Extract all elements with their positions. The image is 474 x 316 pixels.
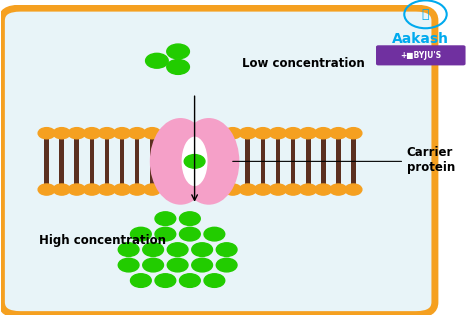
Bar [261,137,265,185]
Circle shape [180,227,200,241]
Circle shape [144,128,161,139]
Circle shape [255,128,272,139]
Circle shape [192,258,212,272]
Circle shape [38,128,55,139]
Bar [105,137,109,185]
Bar [351,137,356,185]
Circle shape [130,227,151,241]
Circle shape [38,184,55,195]
Circle shape [180,274,200,287]
Circle shape [270,184,286,195]
Circle shape [146,53,168,68]
Circle shape [216,243,237,256]
Circle shape [68,184,85,195]
Ellipse shape [150,118,211,205]
Bar [90,137,94,185]
Circle shape [180,212,200,225]
Circle shape [155,212,176,225]
Circle shape [255,184,272,195]
Bar [74,137,79,185]
Circle shape [239,184,256,195]
Bar [135,137,139,185]
Circle shape [284,128,301,139]
Bar [150,137,155,185]
Circle shape [345,184,362,195]
FancyBboxPatch shape [376,45,465,65]
Circle shape [99,128,116,139]
Bar [44,137,49,185]
Text: High concentration: High concentration [39,234,166,247]
Bar [246,137,250,185]
Ellipse shape [182,137,208,186]
Circle shape [204,227,225,241]
Circle shape [224,184,241,195]
Circle shape [270,128,286,139]
Circle shape [143,258,164,272]
Circle shape [192,243,212,256]
Bar [59,137,64,185]
Text: Carrier
protein: Carrier protein [407,146,455,174]
Ellipse shape [178,118,239,205]
Text: Low concentration: Low concentration [242,58,365,70]
Circle shape [114,184,130,195]
Bar [230,137,235,185]
Circle shape [345,128,362,139]
Circle shape [224,128,241,139]
Circle shape [114,128,130,139]
Circle shape [216,258,237,272]
FancyBboxPatch shape [1,8,435,315]
Circle shape [83,184,100,195]
Circle shape [300,128,317,139]
Circle shape [130,274,151,287]
Circle shape [315,128,332,139]
Circle shape [330,128,347,139]
Circle shape [204,274,225,287]
Bar [119,137,124,185]
Circle shape [53,184,70,195]
Circle shape [128,128,146,139]
Circle shape [53,128,70,139]
Circle shape [143,243,164,256]
Circle shape [118,258,139,272]
Text: Aakash: Aakash [392,32,449,46]
Circle shape [155,227,176,241]
Circle shape [315,184,332,195]
Text: +■BYJU'S: +■BYJU'S [400,51,441,60]
Bar [321,137,326,185]
Circle shape [184,155,205,168]
Circle shape [118,243,139,256]
Circle shape [68,128,85,139]
Circle shape [167,258,188,272]
Circle shape [167,243,188,256]
Bar [276,137,280,185]
Circle shape [144,184,161,195]
Circle shape [83,128,100,139]
Circle shape [239,128,256,139]
Circle shape [167,59,190,74]
Circle shape [155,274,176,287]
Circle shape [330,184,347,195]
Circle shape [300,184,317,195]
Circle shape [167,44,190,59]
Bar [291,137,295,185]
Text: Ⓐ: Ⓐ [422,8,429,21]
Circle shape [128,184,146,195]
Circle shape [99,184,116,195]
Bar [306,137,310,185]
Bar [336,137,341,185]
Circle shape [284,184,301,195]
